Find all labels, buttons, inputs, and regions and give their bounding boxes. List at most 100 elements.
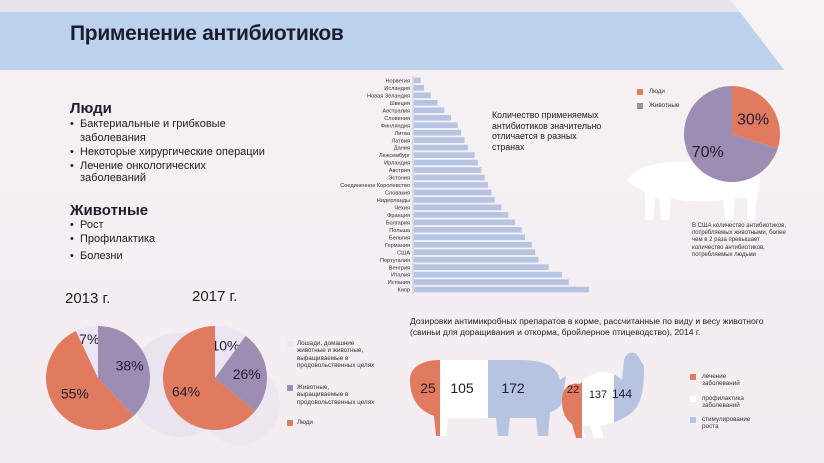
pie-2013-slice-people xyxy=(46,330,134,430)
animals-item: Болезни xyxy=(70,249,270,263)
country-bar-ирландия xyxy=(414,159,478,166)
country-bar-эстония xyxy=(414,174,485,181)
country-label-сша: США xyxy=(397,250,410,256)
bird-growth-value: 144 xyxy=(612,387,632,401)
legend-animals-swatch xyxy=(637,103,643,109)
dosage-legend-swatch-3 xyxy=(690,417,696,423)
pie-2013-slice-other xyxy=(75,326,98,378)
country-bar-норвегия xyxy=(414,77,421,84)
country-label-португалия: Португалия xyxy=(380,258,410,264)
people-item-cont: заболеваний xyxy=(80,172,147,184)
animals-item: Рост xyxy=(70,218,270,232)
legend-people-swatch xyxy=(637,89,643,95)
country-label-болгария: Болгария xyxy=(386,220,410,226)
country-label-австралия: Австралия xyxy=(382,108,410,114)
country-bar-чехия xyxy=(414,204,502,211)
pie-2017-label-other: 10% xyxy=(211,338,239,354)
country-label-норвегия: Норвегия xyxy=(386,79,410,85)
cow-pie-slice-animals xyxy=(684,86,778,182)
country-label-финляндия: Финляндия xyxy=(381,123,410,129)
us-note: В США количество антибиотиков, потребляе… xyxy=(692,223,786,258)
pie-2013-label-people: 55% xyxy=(61,386,89,402)
country-label-польша: Польша xyxy=(389,228,411,234)
pie-2017-label-animals: 26% xyxy=(233,366,261,382)
country-label-венгрия: Венгрия xyxy=(389,265,410,271)
country-bar-австралия xyxy=(414,107,445,114)
dosage-legend-swatch-2 xyxy=(690,396,696,402)
country-label-германия: Германия xyxy=(385,243,410,249)
country-label-словакия: Словакия xyxy=(385,191,410,197)
people-item: Лечение онкологических xyxy=(70,159,285,173)
country-bar-австрия xyxy=(414,167,482,173)
country-label-чехия: Чехия xyxy=(394,205,410,211)
country-note: Количество применяемых антибиотиков знач… xyxy=(492,110,602,152)
country-label-латвия: Латвия xyxy=(392,138,410,144)
pig-prevention-value: 105 xyxy=(450,380,474,396)
country-bar-франция xyxy=(414,212,509,218)
dosage-graphic: 25 105 172 22 137 144 xyxy=(410,352,644,438)
country-bar-дания xyxy=(414,144,468,151)
banner-top-shape xyxy=(0,0,740,12)
country-label-эстония: Эстония xyxy=(388,176,410,182)
dosage-title: Дозировки антимикробных препаратов в кор… xyxy=(410,316,764,337)
dosage-legend-1: лечение заболеваний xyxy=(702,373,740,388)
dosage-legend-swatch-1 xyxy=(690,374,696,380)
country-bar-новая-зеландия xyxy=(414,92,431,99)
country-bar-сша xyxy=(414,249,536,256)
bird-treatment-value: 22 xyxy=(567,384,579,396)
country-bar-словения xyxy=(414,114,452,121)
country-bar-польша xyxy=(414,227,522,233)
pie-2013-label-animals: 38% xyxy=(116,357,144,373)
country-bar-португалия xyxy=(414,256,539,263)
pig-treatment-value: 25 xyxy=(420,380,436,396)
year-2017: 2017 г. xyxy=(192,288,238,305)
country-label-соединенное-королевство: Соединенное Королевство xyxy=(340,183,410,189)
country-bar-латвия xyxy=(414,137,465,143)
country-label-италия: Италия xyxy=(391,273,410,279)
country-bar-испания xyxy=(414,279,569,285)
year-2013: 2013 г. xyxy=(65,290,111,307)
pie-2017-label-people: 64% xyxy=(172,384,200,400)
pie-legend-1: Лошади, домашние животные и животные, вы… xyxy=(297,340,375,370)
country-label-франция: Франция xyxy=(387,213,410,219)
country-label-бельгия: Бельгия xyxy=(389,235,410,241)
year-pies: 7% 38% 55% 10% 26% 64% xyxy=(46,326,280,445)
cow-pie-label-people: 30% xyxy=(737,111,769,128)
animals-item: Профилактика xyxy=(70,232,270,246)
country-label-дания: Дания xyxy=(394,146,410,152)
pie-legend-3: Люди xyxy=(297,419,313,426)
country-label-ирландия: Ирландия xyxy=(384,161,410,167)
country-label-словения: Словения xyxy=(384,116,410,122)
country-label-австрия: Австрия xyxy=(389,168,410,174)
country-bar-германия xyxy=(414,241,532,248)
page-title: Применение антибиотиков xyxy=(70,22,344,45)
country-bar-кипр xyxy=(414,286,589,293)
legend-animals-label: Животные xyxy=(649,102,680,109)
country-label-литва: Литва xyxy=(395,131,411,137)
country-label-новая-зеландия: Новая Зеландия xyxy=(367,93,410,99)
country-label-нидерланды: Нидерланды xyxy=(377,198,410,204)
cow-pie-graphic: 30% 70% xyxy=(627,86,780,220)
country-label-швеция: Швеция xyxy=(389,101,410,107)
country-label-кипр: Кипр xyxy=(397,288,410,294)
people-item: Некоторые хирургические операции xyxy=(70,145,285,159)
pie-2013-label-other: 7% xyxy=(79,331,99,347)
people-list: Бактериальные и грибковые заболевания Не… xyxy=(70,117,285,173)
dosage-legend-2: профилактика заболеваний xyxy=(702,395,744,410)
pie-legend-swatch-1 xyxy=(287,341,293,347)
cow-pie-slice-people xyxy=(732,86,780,149)
country-bar-словакия xyxy=(414,189,492,196)
pie-legend-swatch-2 xyxy=(287,385,293,391)
pie-2017-slice-other xyxy=(215,326,246,378)
country-bar-соединенное-королевство xyxy=(414,182,489,188)
bird-prevention-value: 137 xyxy=(589,389,607,401)
pie-2017-slice-people xyxy=(163,326,256,430)
country-label-исландия: Исландия xyxy=(384,86,410,92)
people-heading: Люди xyxy=(70,100,112,117)
animals-heading: Животные xyxy=(70,202,149,219)
country-label-испания: Испания xyxy=(388,280,410,286)
pie-2013-slice-animals xyxy=(98,326,151,416)
country-label-люксембург: Люксембург xyxy=(379,153,410,159)
people-item: Бактериальные и грибковые заболевания xyxy=(70,117,285,145)
